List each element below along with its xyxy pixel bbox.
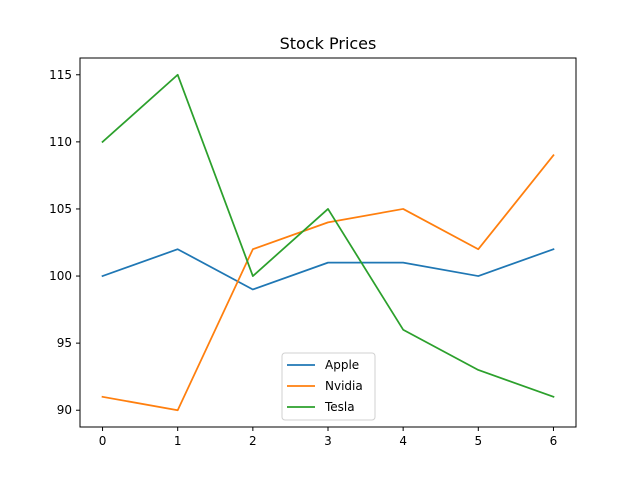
series-line-nvidia	[101, 154, 555, 412]
series-line-apple	[101, 248, 555, 291]
y-tick-label: 115	[49, 68, 72, 82]
series-layer	[101, 73, 555, 412]
y-tick-label: 105	[49, 202, 72, 216]
x-tick-label: 3	[324, 434, 332, 448]
x-tick-label: 0	[99, 434, 107, 448]
x-tick-label: 1	[174, 434, 182, 448]
legend-label-nvidia: Nvidia	[325, 379, 363, 393]
y-tick-label: 110	[49, 135, 72, 149]
y-axis: 90 95 100 105 110 115	[49, 68, 80, 417]
y-tick-label: 100	[49, 269, 72, 283]
x-tick-label: 5	[474, 434, 482, 448]
y-tick-label: 95	[57, 336, 72, 350]
x-tick-label: 4	[399, 434, 407, 448]
legend: Apple Nvidia Tesla	[281, 352, 376, 421]
legend-label-tesla: Tesla	[324, 400, 355, 414]
legend-box	[281, 352, 376, 421]
x-axis: 0 1 2 3 4 5 6	[99, 427, 558, 448]
chart-title: Stock Prices	[280, 34, 377, 53]
legend-label-apple: Apple	[325, 358, 359, 372]
x-tick-label: 6	[550, 434, 558, 448]
x-tick-label: 2	[249, 434, 257, 448]
y-tick-label: 90	[57, 403, 72, 417]
series-line-tesla	[101, 73, 555, 398]
